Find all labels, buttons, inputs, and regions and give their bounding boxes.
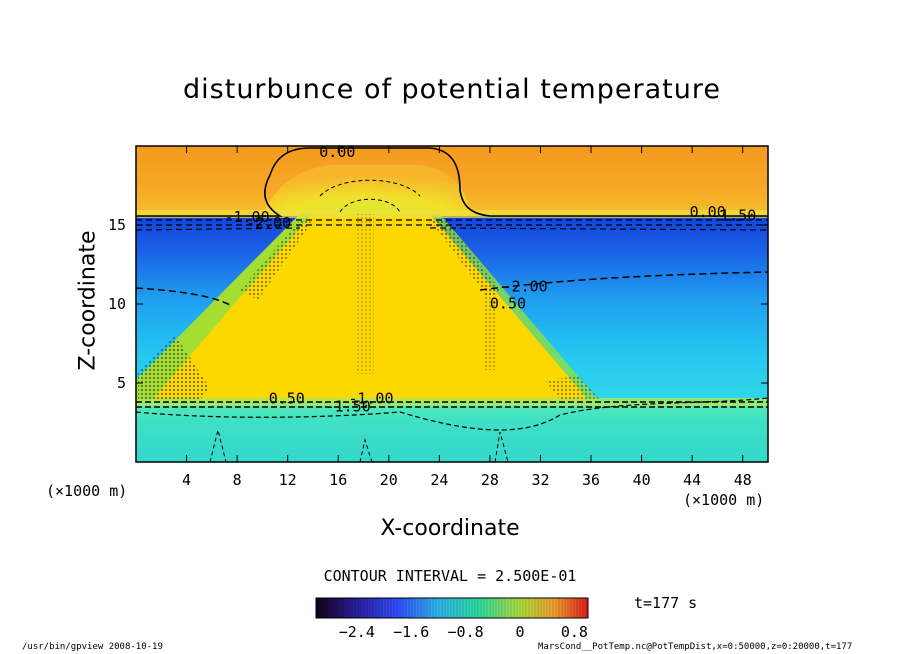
contour-label: -1.00: [348, 390, 393, 408]
heatmap-field: [136, 146, 768, 462]
y-tick-label: 5: [117, 374, 126, 392]
colorbar-tick-label: 0.8: [561, 623, 588, 641]
contour-labels: 0.00-1.00-2.000.00-1.50-2.000.500.50 -1.0…: [224, 143, 756, 415]
x-unit-right: (×1000 m): [683, 491, 765, 509]
x-tick-label: 4: [182, 471, 191, 489]
contour-label: -2.00: [503, 277, 548, 295]
x-tick-label: 48: [734, 471, 752, 489]
contour-label: 0.00: [319, 143, 355, 161]
x-tick-label: 8: [233, 471, 242, 489]
x-tick-label: 44: [683, 471, 701, 489]
x-axis-ticks: 4 8 12 16 20 24 28 32 36 40 44 48: [182, 146, 752, 489]
x-unit-left: (×1000 m): [46, 482, 128, 500]
contour-label: 0.50: [269, 390, 305, 408]
colorbar-tick-label: −1.6: [393, 623, 429, 641]
contour-label: -2.00: [246, 214, 291, 232]
warm-dome: [262, 165, 470, 216]
x-tick-label: 28: [481, 471, 499, 489]
colorbar-ticks: −2.4 −1.6 −0.8 0 0.8: [339, 623, 588, 641]
x-tick-label: 40: [633, 471, 651, 489]
x-axis-label: X-coordinate: [380, 516, 520, 541]
y-tick-label: 10: [108, 295, 126, 313]
x-tick-label: 36: [582, 471, 600, 489]
y-axis-ticks: 5 10 15: [108, 216, 768, 392]
time-label: t=177 s: [634, 594, 698, 612]
contour-interval: CONTOUR INTERVAL = 2.500E-01: [323, 567, 577, 585]
contour-label: -1.00: [224, 208, 269, 226]
footer-right: MarsCond__PotTemp.nc@PotTempDist,x=0:500…: [538, 642, 853, 652]
contour-label: -1.50: [326, 397, 371, 415]
colorbar-stripes: [315, 598, 587, 618]
x-tick-label: 32: [531, 471, 549, 489]
chart-title: disturbunce of potential temperature: [183, 74, 721, 105]
colorbar-tick-label: 0: [515, 623, 524, 641]
y-axis-label: Z-coordinate: [75, 230, 101, 371]
x-tick-label: 16: [329, 471, 347, 489]
footer-left: /usr/bin/gpview 2008-10-19: [22, 642, 163, 652]
x-tick-label: 12: [279, 471, 297, 489]
contour-label: 0.00: [690, 203, 726, 221]
x-tick-label: 20: [380, 471, 398, 489]
ground-layer: [136, 402, 768, 462]
x-tick-label: 24: [430, 471, 448, 489]
y-tick-label: 15: [108, 216, 126, 234]
colorbar-tick-label: −2.4: [339, 623, 375, 641]
contour-label: -1.50: [711, 206, 756, 224]
contour-label: 0.50: [490, 295, 526, 313]
colorbar-tick-label: −0.8: [448, 623, 484, 641]
